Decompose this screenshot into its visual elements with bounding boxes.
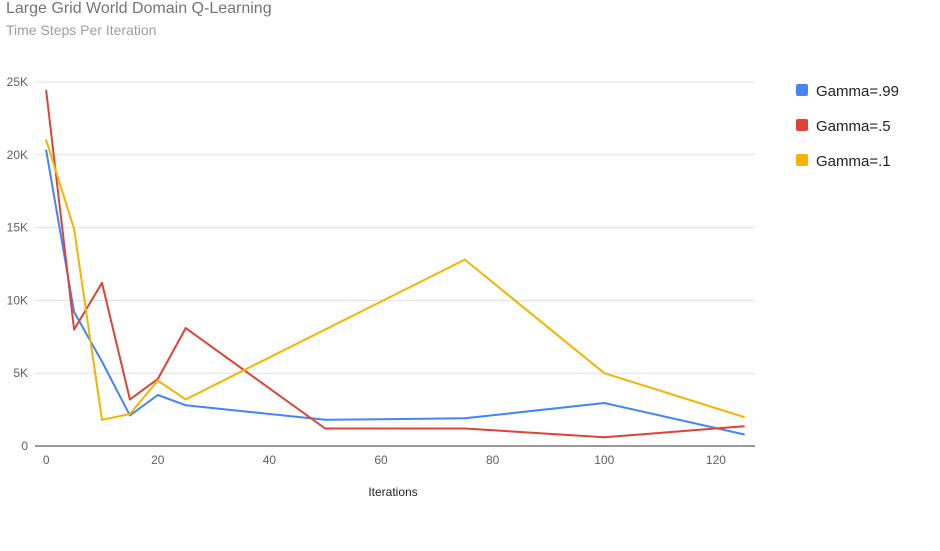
data-point-1-6: [324, 427, 327, 430]
data-point-1-3: [128, 398, 131, 401]
x-tick-label-3: 60: [374, 453, 388, 467]
x-tick-label-1: 20: [151, 453, 165, 467]
legend-item-1[interactable]: Gamma=.5: [796, 118, 891, 135]
data-point-0-6: [324, 418, 327, 421]
x-tick-label-0: 0: [43, 453, 50, 467]
data-point-2-4: [156, 379, 159, 382]
grid-lines: [35, 81, 755, 374]
data-point-1-5: [184, 327, 187, 330]
data-point-2-9: [742, 415, 745, 418]
data-point-2-6: [324, 328, 327, 331]
data-point-1-7: [463, 427, 466, 430]
x-tick-label-2: 40: [263, 453, 277, 467]
legend-label-0: Gamma=.99: [816, 83, 899, 100]
data-point-0-4: [156, 394, 159, 397]
y-tick-label-2: 10K: [7, 293, 28, 307]
y-tick-label-3: 15K: [7, 221, 28, 235]
legend-swatch-0: [796, 84, 808, 96]
data-point-0-5: [184, 404, 187, 407]
data-point-0-7: [463, 417, 466, 420]
data-point-1-1: [73, 328, 76, 331]
data-point-0-0: [45, 149, 48, 152]
data-point-0-9: [742, 433, 745, 436]
y-tick-label-0: 0: [21, 439, 28, 453]
data-point-1-9: [742, 425, 745, 428]
data-point-2-0: [45, 139, 48, 142]
legend-item-0[interactable]: Gamma=.99: [796, 83, 899, 100]
chart-title: Large Grid World Domain Q-Learning: [6, 0, 272, 17]
data-point-0-2: [100, 360, 103, 363]
x-tick-label-6: 120: [706, 453, 726, 467]
legend-label-1: Gamma=.5: [816, 118, 891, 135]
data-point-2-8: [603, 372, 606, 375]
legend-item-2[interactable]: Gamma=.1: [796, 153, 891, 170]
series-lines: [45, 89, 745, 439]
axes: 0 5K 10K 15K 20K 25K 0 20 40 60 80 100 120: [7, 75, 755, 467]
data-point-0-8: [603, 402, 606, 405]
x-tick-label-4: 80: [486, 453, 500, 467]
data-point-1-0: [45, 89, 48, 92]
legend-swatch-1: [796, 119, 808, 131]
data-point-2-5: [184, 398, 187, 401]
legend-label-2: Gamma=.1: [816, 153, 891, 170]
x-tick-label-5: 100: [594, 453, 614, 467]
y-tick-label-4: 20K: [7, 148, 28, 162]
y-tick-label-1: 5K: [13, 366, 28, 380]
legend-swatch-2: [796, 154, 808, 166]
data-point-2-7: [463, 258, 466, 261]
series-line-0: [45, 150, 745, 436]
series-line-2: [45, 139, 745, 421]
chart-subtitle: Time Steps Per Iteration: [6, 22, 157, 38]
data-point-1-2: [100, 281, 103, 284]
data-point-2-3: [128, 412, 131, 415]
y-tick-label-5: 25K: [7, 75, 28, 89]
data-point-2-2: [100, 418, 103, 421]
data-point-1-8: [603, 436, 606, 439]
series-line-1: [45, 90, 744, 439]
data-point-0-1: [73, 311, 76, 314]
x-axis-title: Iterations: [368, 485, 417, 499]
legend[interactable]: Gamma=.99 Gamma=.5 Gamma=.1: [796, 83, 899, 170]
data-point-2-1: [73, 228, 76, 231]
data-point-1-4: [156, 378, 159, 381]
